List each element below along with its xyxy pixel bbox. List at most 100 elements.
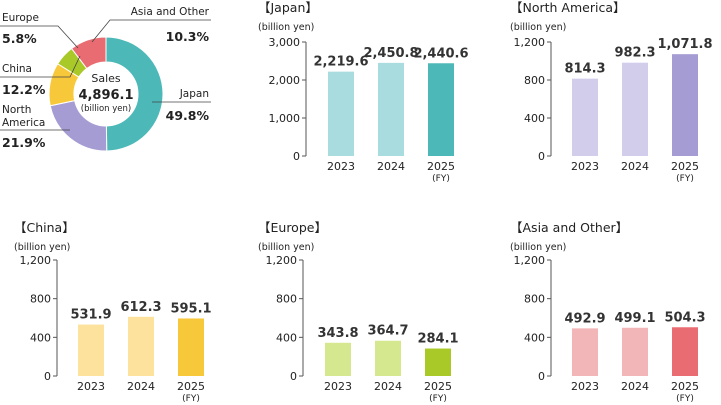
value-label: 2,440.6 [413,46,468,61]
donut-center-unit: (billion yen) [81,104,131,114]
x-category-label: 2023 [571,380,599,393]
chart-title-asia-other: 【Asia and Other】 [510,220,628,235]
y-tick-label: 2,000 [269,74,301,87]
donut-slice-japan [105,36,164,152]
y-tick-label: 400 [524,112,545,125]
y-tick-label: 0 [293,150,300,163]
fiscal-year-note: (FY) [676,174,694,184]
value-label: 492.9 [564,311,605,326]
bar-chart-asia-other: 【Asia and Other】 (billion yen) 0 400 800 1,20… [510,220,706,404]
bar-asia-other-2025 [672,327,698,376]
x-category-label: 2025 [177,380,205,393]
x-category-label: 2024 [377,160,405,173]
value-label: 343.8 [317,326,358,341]
fiscal-year-note: (FY) [676,394,694,404]
value-label: 1,071.8 [657,37,712,52]
x-category-label: 2025 [427,160,455,173]
bar-chart-europe: 【Europe】 (billion yen) 0 400 800 1,200 343.8 20… [258,220,459,404]
value-label: 982.3 [614,46,655,61]
y-tick-label: 800 [30,293,51,306]
y-tick-label: 400 [524,331,545,344]
unit-label-asia-other: (billion yen) [510,242,566,253]
chart-title-china: 【China】 [14,220,75,235]
y-tick-label: 0 [538,370,545,383]
slice-pct-north-america: 21.9% [2,135,46,150]
donut-leader-lines [0,19,211,131]
bar-china-2024 [128,316,154,376]
slice-pct-asia-other: 10.3% [166,29,210,44]
value-label: 499.1 [614,311,655,326]
x-category-label: 2023 [324,380,352,393]
value-label: 504.3 [664,310,705,325]
chart-title-japan: 【Japan】 [258,0,318,15]
value-label: 364.7 [367,324,408,339]
value-label: 814.3 [564,62,605,77]
x-category-label: 2025 [424,380,452,393]
leader-asia-other [91,19,211,43]
slice-name-europe: Europe [2,12,39,24]
x-category-label: 2023 [327,160,355,173]
bar-japan-2025 [428,63,454,156]
value-label: 595.1 [170,301,211,316]
unit-label-japan: (billion yen) [258,22,314,33]
y-tick-label: 0 [44,370,51,383]
slice-pct-china: 12.2% [2,82,46,97]
donut-center-value: 4,896.1 [78,88,133,103]
leader-europe [0,25,79,49]
y-tick-label: 1,200 [514,254,546,267]
bar-chart-china: 【China】 (billion yen) 0 400 800 1,200 531.9 202… [14,220,212,404]
bar-china-2023 [78,324,104,376]
chart-title-europe: 【Europe】 [258,220,327,235]
bar-north-america-2024 [622,62,648,156]
value-label: 284.1 [417,332,458,347]
y-tick-label: 1,200 [514,36,546,49]
bar-asia-other-2024 [622,327,648,376]
bar-asia-other-2023 [572,328,598,376]
slice-name-north-america-line2: America [2,117,45,129]
bar-north-america-2023 [572,78,598,156]
value-label: 2,450.8 [363,46,418,61]
x-category-label: 2024 [127,380,155,393]
bar-chart-japan: 【Japan】 (billion yen) 0 1,000 2,000 3,000 2,21… [258,0,469,184]
y-tick-label: 800 [524,74,545,87]
y-tick-label: 800 [524,293,545,306]
y-tick-label: 0 [290,370,297,383]
leader-china [0,55,81,78]
slice-name-china: China [2,63,32,75]
unit-label-north-america: (billion yen) [510,22,566,33]
fiscal-year-note: (FY) [432,174,450,184]
unit-label-europe: (billion yen) [258,242,314,253]
bar-japan-2024 [378,62,404,156]
y-tick-label: 400 [30,331,51,344]
slice-pct-japan: 49.8% [166,108,210,123]
y-tick-label: 3,000 [269,36,301,49]
value-label: 612.3 [120,300,161,315]
bar-europe-2024 [375,340,401,376]
slice-name-asia-other: Asia and Other [131,6,210,18]
value-label: 531.9 [70,308,111,323]
value-label: 2,219.6 [313,55,368,70]
x-category-label: 2023 [77,380,105,393]
x-category-label: 2024 [621,380,649,393]
y-tick-label: 1,200 [20,254,52,267]
chart-title-north-america: 【North America】 [510,0,626,15]
x-category-label: 2025 [671,160,699,173]
y-tick-label: 1,000 [269,112,301,125]
bar-china-2025 [178,318,204,376]
bar-japan-2023 [328,71,354,156]
unit-label-china: (billion yen) [14,242,70,253]
fiscal-year-note: (FY) [182,394,200,404]
slice-pct-europe: 5.8% [2,31,37,46]
slice-name-north-america-line1: North [2,104,31,116]
sales-donut-chart: Sales 4,896.1 (billion yen) Japan 49.8% … [0,6,211,152]
bar-north-america-2025 [672,54,698,156]
fiscal-year-note: (FY) [429,394,447,404]
donut-slice-asia-other [70,36,107,70]
x-category-label: 2024 [621,160,649,173]
x-category-label: 2024 [374,380,402,393]
y-tick-label: 1,200 [266,254,298,267]
y-tick-label: 400 [276,331,297,344]
slice-name-japan: Japan [179,88,209,100]
bar-europe-2025 [425,348,451,376]
